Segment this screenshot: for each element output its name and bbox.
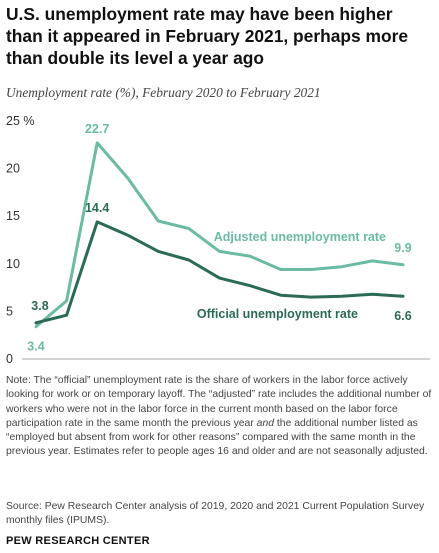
x-tick-label: Oct bbox=[271, 368, 290, 370]
pew-logo: PEW RESEARCH CENTER bbox=[6, 535, 150, 547]
x-tick-label: Sep bbox=[239, 368, 261, 370]
series-line-adjusted bbox=[34, 141, 405, 329]
x-tick-label: Aug bbox=[209, 368, 230, 370]
x-axis: Feb '20Mar Apr May Jun Jul Aug Sep Oct Nov Dec Jan… bbox=[14, 368, 425, 370]
x-tick-label: Dec bbox=[331, 368, 352, 370]
data-labels: 3.4 22.7 9.9 3.8 14.4 6.6 Adjusted unemploymen… bbox=[27, 122, 411, 354]
x-tick-label: Nov bbox=[301, 368, 322, 370]
chart-title: U.S. unemployment rate may have been hig… bbox=[6, 4, 409, 68]
series-name-label: Adjusted unemployment rate bbox=[214, 230, 386, 244]
x-tick-label: Apr bbox=[88, 368, 107, 370]
data-label: 3.4 bbox=[27, 340, 44, 354]
x-tick-label: Feb '20 bbox=[14, 368, 54, 370]
data-label: 9.9 bbox=[394, 241, 411, 255]
series-name-label: Official unemployment rate bbox=[197, 307, 358, 321]
chart-note: Note: The “official” unemployment rate i… bbox=[6, 374, 434, 460]
note-text-1: Note: The “official” unemployment rate i… bbox=[6, 375, 432, 429]
series-lines bbox=[34, 141, 405, 329]
x-tick-label: Jan bbox=[363, 368, 382, 370]
y-tick-label: 5 bbox=[6, 304, 13, 318]
data-label: 3.8 bbox=[31, 299, 48, 313]
y-tick-label: 15 bbox=[6, 209, 20, 223]
x-tick-label: Mar bbox=[56, 368, 77, 370]
note-text-2: the additional number listed as “employe… bbox=[6, 417, 428, 458]
x-tick-label: Jun bbox=[149, 368, 168, 370]
data-label: 14.4 bbox=[85, 201, 109, 215]
chart-source: Source: Pew Research Center analysis of … bbox=[6, 501, 425, 527]
y-tick-label: 10 bbox=[6, 257, 20, 271]
x-tick-label: Feb '21 bbox=[385, 368, 425, 370]
data-label: 6.6 bbox=[394, 309, 411, 323]
y-tick-label: 25 % bbox=[6, 114, 35, 128]
chart-subtitle: Unemployment rate (%), February 2020 to … bbox=[6, 85, 321, 100]
y-axis: 0 5 10 15 20 25 % bbox=[6, 114, 430, 366]
line-chart: 0 5 10 15 20 25 % Feb '20Mar Apr May Jun Jul Aug Se… bbox=[6, 114, 430, 370]
y-tick-label: 20 bbox=[6, 162, 20, 176]
y-tick-label: 0 bbox=[6, 352, 13, 366]
series-line-official bbox=[34, 220, 405, 325]
x-tick-label: Jul bbox=[181, 368, 196, 370]
note-emphasis: and bbox=[256, 417, 275, 429]
x-tick-label: May bbox=[116, 368, 139, 370]
data-label: 22.7 bbox=[85, 122, 109, 136]
y-tick-suffix: % bbox=[20, 114, 35, 128]
